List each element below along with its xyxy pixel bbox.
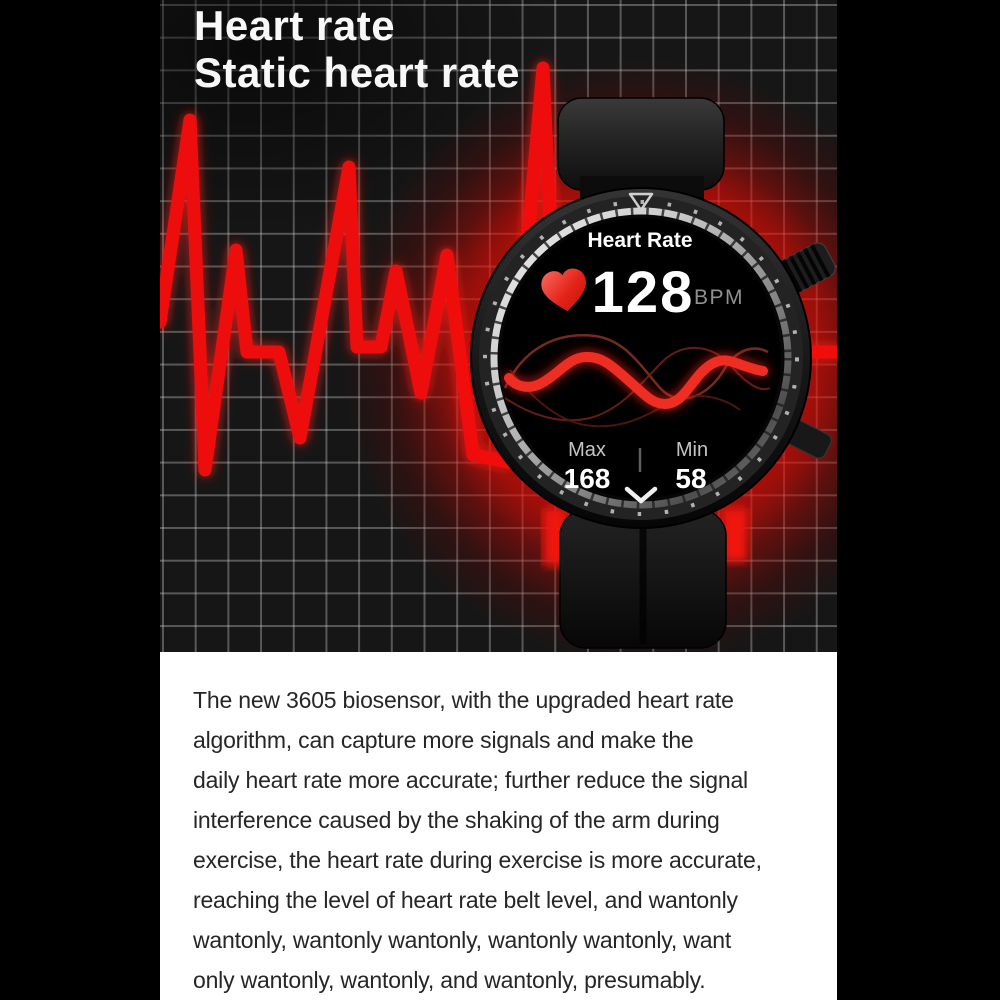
- description-line: daily heart rate more accurate; further …: [193, 767, 748, 793]
- heart-rate-waves: [503, 334, 771, 428]
- smartwatch: Heart Rate 128 BPM M: [470, 97, 836, 649]
- chevron-down-icon: [624, 486, 658, 504]
- description-line: algorithm, can capture more signals and …: [193, 727, 694, 753]
- description-line: reaching the level of heart rate belt le…: [193, 887, 738, 913]
- wave-thin-bottom: [509, 369, 741, 428]
- description-line: only wantonly, wantonly, and wantonly, p…: [193, 967, 706, 993]
- description-line: exercise, the heart rate during exercise…: [193, 847, 762, 873]
- screen-title: Heart Rate: [587, 229, 692, 252]
- description-line: wantonly, wantonly wantonly, wantonly wa…: [193, 927, 732, 953]
- hero-section: Heart Rate 128 BPM M: [160, 0, 837, 653]
- watch-scene: Heart Rate 128 BPM M: [160, 61, 837, 649]
- heart-icon: [541, 268, 586, 312]
- triangle-marker-icon: [628, 192, 654, 212]
- wave-thin-lower: [504, 346, 771, 422]
- bezel-minute-ticks: [483, 200, 799, 516]
- description-line: interference caused by the shaking of th…: [193, 807, 720, 833]
- hero-title: Heart rate Static heart rate: [194, 2, 520, 96]
- bpm-value: 128: [592, 260, 695, 325]
- bezel-steel-ticks: [490, 207, 792, 509]
- watch-screen: Heart Rate 128 BPM M: [503, 229, 771, 504]
- min-value: 58: [675, 463, 706, 494]
- hero-title-line1: Heart rate: [194, 2, 396, 49]
- max-value: 168: [564, 463, 611, 494]
- hero-title-line2: Static heart rate: [194, 49, 520, 96]
- wave-main: [504, 351, 768, 410]
- description-line: The new 3605 biosensor, with the upgrade…: [193, 687, 734, 713]
- bpm-unit: BPM: [694, 286, 744, 309]
- max-label: Max: [568, 439, 606, 461]
- min-label: Min: [676, 439, 708, 461]
- description-panel: The new 3605 biosensor, with the upgrade…: [160, 652, 837, 1000]
